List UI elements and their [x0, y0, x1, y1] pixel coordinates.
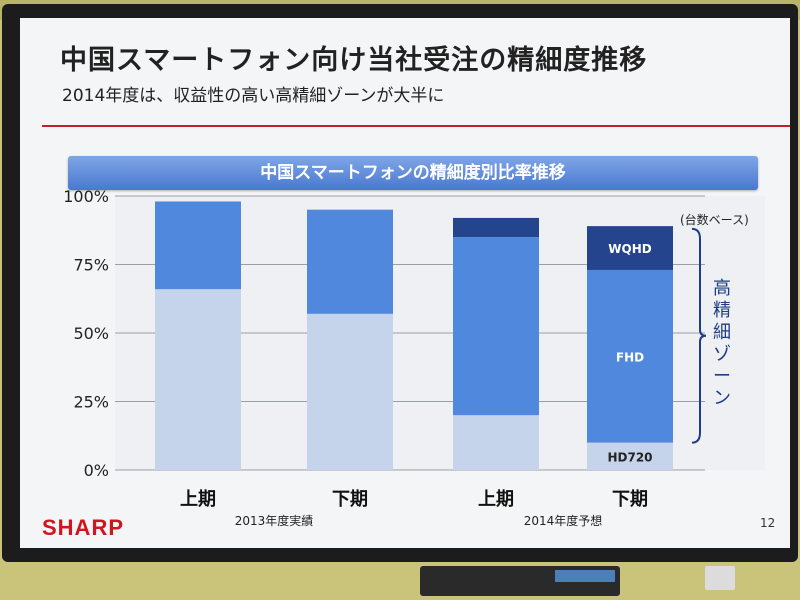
x-tick-label: 上期 [180, 489, 216, 510]
slide-screen: 中国スマートフォン向け当社受注の精細度推移 2014年度は、収益性の高い高精細ゾ… [20, 18, 790, 548]
series-label: FHD [616, 350, 644, 364]
chart-banner: 中国スマートフォンの精細度別比率推移 [68, 156, 758, 190]
x-tick-label: 下期 [332, 489, 368, 510]
tv-bezel: 中国スマートフォン向け当社受注の精細度推移 2014年度は、収益性の高い高精細ゾ… [2, 4, 798, 562]
y-tick-label: 0% [84, 461, 109, 480]
bar-segment [453, 217, 539, 238]
bar-segment [453, 415, 539, 470]
sharp-logo: SHARP [42, 515, 125, 540]
group-label: 2014年度予想 [524, 513, 603, 528]
bar-segment [587, 442, 673, 470]
slide-title: 中国スマートフォン向け当社受注の精細度推移 [60, 45, 648, 76]
bar-segment [155, 201, 241, 290]
stacked-bar-chart: 0% 25% 50% 75% 100% 上期 下期 上期 下期 HD720 FHD WQHD 2013年… [63, 187, 765, 528]
bar-segment [307, 313, 393, 470]
x-tick-label: 下期 [612, 489, 648, 510]
bar-segment [587, 269, 673, 443]
bracket-label-char: ゾ [713, 344, 731, 365]
title-underline [42, 125, 790, 127]
bar-segment [307, 209, 393, 314]
y-tick-label: 75% [73, 256, 109, 275]
bracket [691, 227, 707, 444]
series-label: HD720 [607, 450, 652, 464]
y-tick-label: 25% [73, 393, 109, 412]
cable-box [705, 566, 735, 590]
x-tick-label: 上期 [478, 489, 514, 510]
chart-note: (台数ベース) [680, 212, 749, 227]
bracket-label-char: 細 [713, 322, 731, 343]
slide-subtitle: 2014年度は、収益性の高い高精細ゾーンが大半に [62, 86, 445, 106]
page-number: 12 [760, 516, 776, 530]
device-on-stand [555, 570, 615, 582]
bracket-label-char: ー [713, 366, 731, 387]
y-tick-label: 50% [73, 324, 109, 343]
series-label: WQHD [608, 242, 651, 256]
bracket-label-char: ン [713, 388, 731, 409]
bracket-label-char: 高 [713, 278, 731, 299]
bracket-label-char: 精 [713, 300, 731, 321]
y-tick-label: 100% [63, 187, 109, 206]
bar-segment [155, 289, 241, 470]
bar-segment [453, 237, 539, 416]
bar-segment [587, 226, 673, 270]
group-label: 2013年度実績 [235, 513, 314, 528]
